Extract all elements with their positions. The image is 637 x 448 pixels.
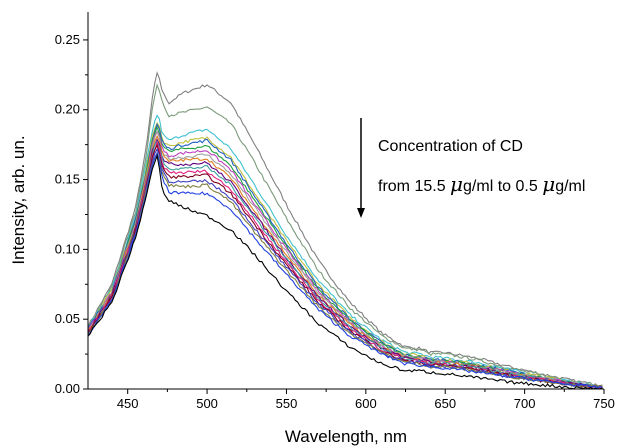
series-line-16 — [87, 151, 603, 389]
y-tick-label: 0.10 — [55, 241, 80, 256]
x-tick-label: 750 — [593, 396, 615, 411]
y-tick-label: 0.25 — [55, 32, 80, 47]
series-line-4 — [87, 121, 603, 388]
x-tick-label: 550 — [276, 396, 298, 411]
y-tick-label: 0.15 — [55, 172, 80, 187]
series-line-1 — [87, 71, 603, 388]
series-line-3 — [87, 114, 603, 389]
x-tick-label: 650 — [434, 396, 456, 411]
annotation-arrow-head — [357, 208, 365, 218]
y-tick-label: 0.00 — [55, 381, 80, 396]
series-line-5 — [87, 122, 603, 389]
annotation: Concentration of CD from 15.5 μg/ml to 0… — [357, 118, 585, 218]
series-line-11 — [87, 140, 603, 389]
series-line-10 — [87, 138, 603, 390]
series-line-17 — [87, 153, 603, 390]
x-tick-label: 700 — [514, 396, 536, 411]
series-line-7 — [87, 130, 603, 389]
series-line-2 — [87, 83, 603, 387]
mu-symbol-1: μ — [450, 172, 463, 196]
series-line-15 — [87, 151, 603, 388]
y-tick-label: 0.20 — [55, 102, 80, 117]
y-axis-title: Intensity, arb. un. — [9, 135, 28, 264]
annotation-line-2-mid: g/ml to 0.5 — [463, 178, 542, 195]
mu-symbol-2: μ — [542, 172, 555, 196]
series-line-12 — [87, 140, 603, 390]
series-group — [87, 71, 603, 390]
annotation-line-1: Concentration of CD — [378, 138, 523, 155]
x-ticks: 450 500 550 600 650 700 750 — [117, 389, 615, 411]
series-line-8 — [87, 130, 603, 389]
y-tick-label: 0.05 — [55, 311, 80, 326]
annotation-line-2: from 15.5 μg/ml to 0.5 μg/ml — [378, 172, 585, 196]
annotation-line-2-prefix: from 15.5 — [378, 178, 450, 195]
x-axis-title: Wavelength, nm — [285, 427, 407, 446]
x-tick-label: 600 — [355, 396, 377, 411]
y-ticks: 0.00 0.05 0.10 0.15 0.20 0.25 — [55, 32, 88, 396]
series-line-6 — [87, 125, 603, 390]
x-tick-label: 450 — [117, 396, 139, 411]
annotation-line-2-suffix: g/ml — [555, 178, 585, 195]
x-tick-label: 500 — [196, 396, 218, 411]
